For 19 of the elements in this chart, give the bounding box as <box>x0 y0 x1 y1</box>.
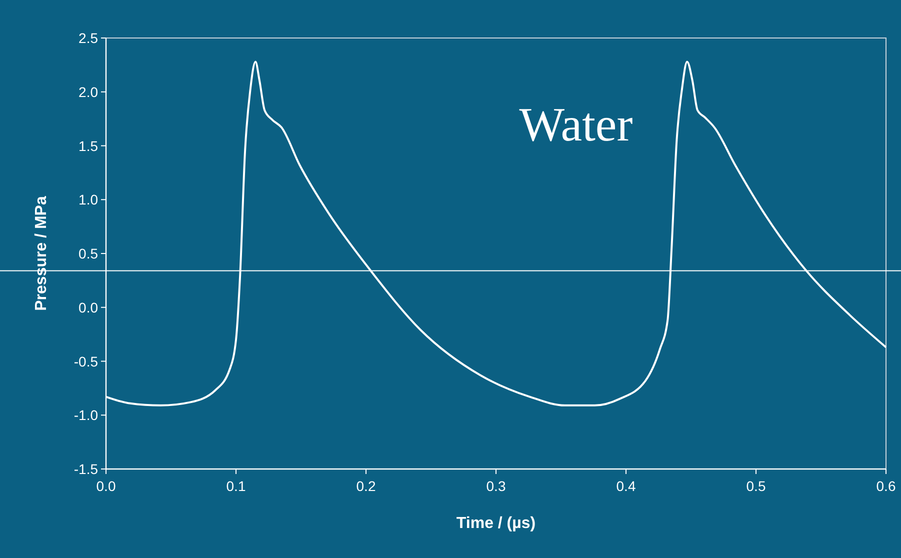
y-axis-title: Pressure / MPa <box>33 196 50 311</box>
y-tick-label: 0.0 <box>78 299 98 316</box>
x-tick-label: 0.6 <box>876 478 896 494</box>
annotation: Water <box>519 98 633 152</box>
y-tick-label: 1.0 <box>78 192 98 208</box>
y-tick-label: -1.0 <box>74 407 98 424</box>
x-tick-label: 0.4 <box>616 478 636 494</box>
x-tick-label: 0.3 <box>486 478 506 494</box>
x-tick-label: 0.5 <box>746 478 766 494</box>
x-axis-title: Time / (µs) <box>456 515 536 532</box>
y-tick-label: -1.5 <box>74 461 98 477</box>
x-tick-label: 0.0 <box>96 478 116 494</box>
y-tick-label: -0.5 <box>74 353 98 370</box>
y-tick-label: 0.5 <box>78 246 98 262</box>
y-tick-label: 2.5 <box>78 30 98 46</box>
x-tick-label: 0.1 <box>226 478 246 494</box>
x-tick-label: 0.2 <box>356 478 376 494</box>
y-tick-label: 2.0 <box>78 84 98 100</box>
y-tick-label: 1.5 <box>78 138 98 154</box>
